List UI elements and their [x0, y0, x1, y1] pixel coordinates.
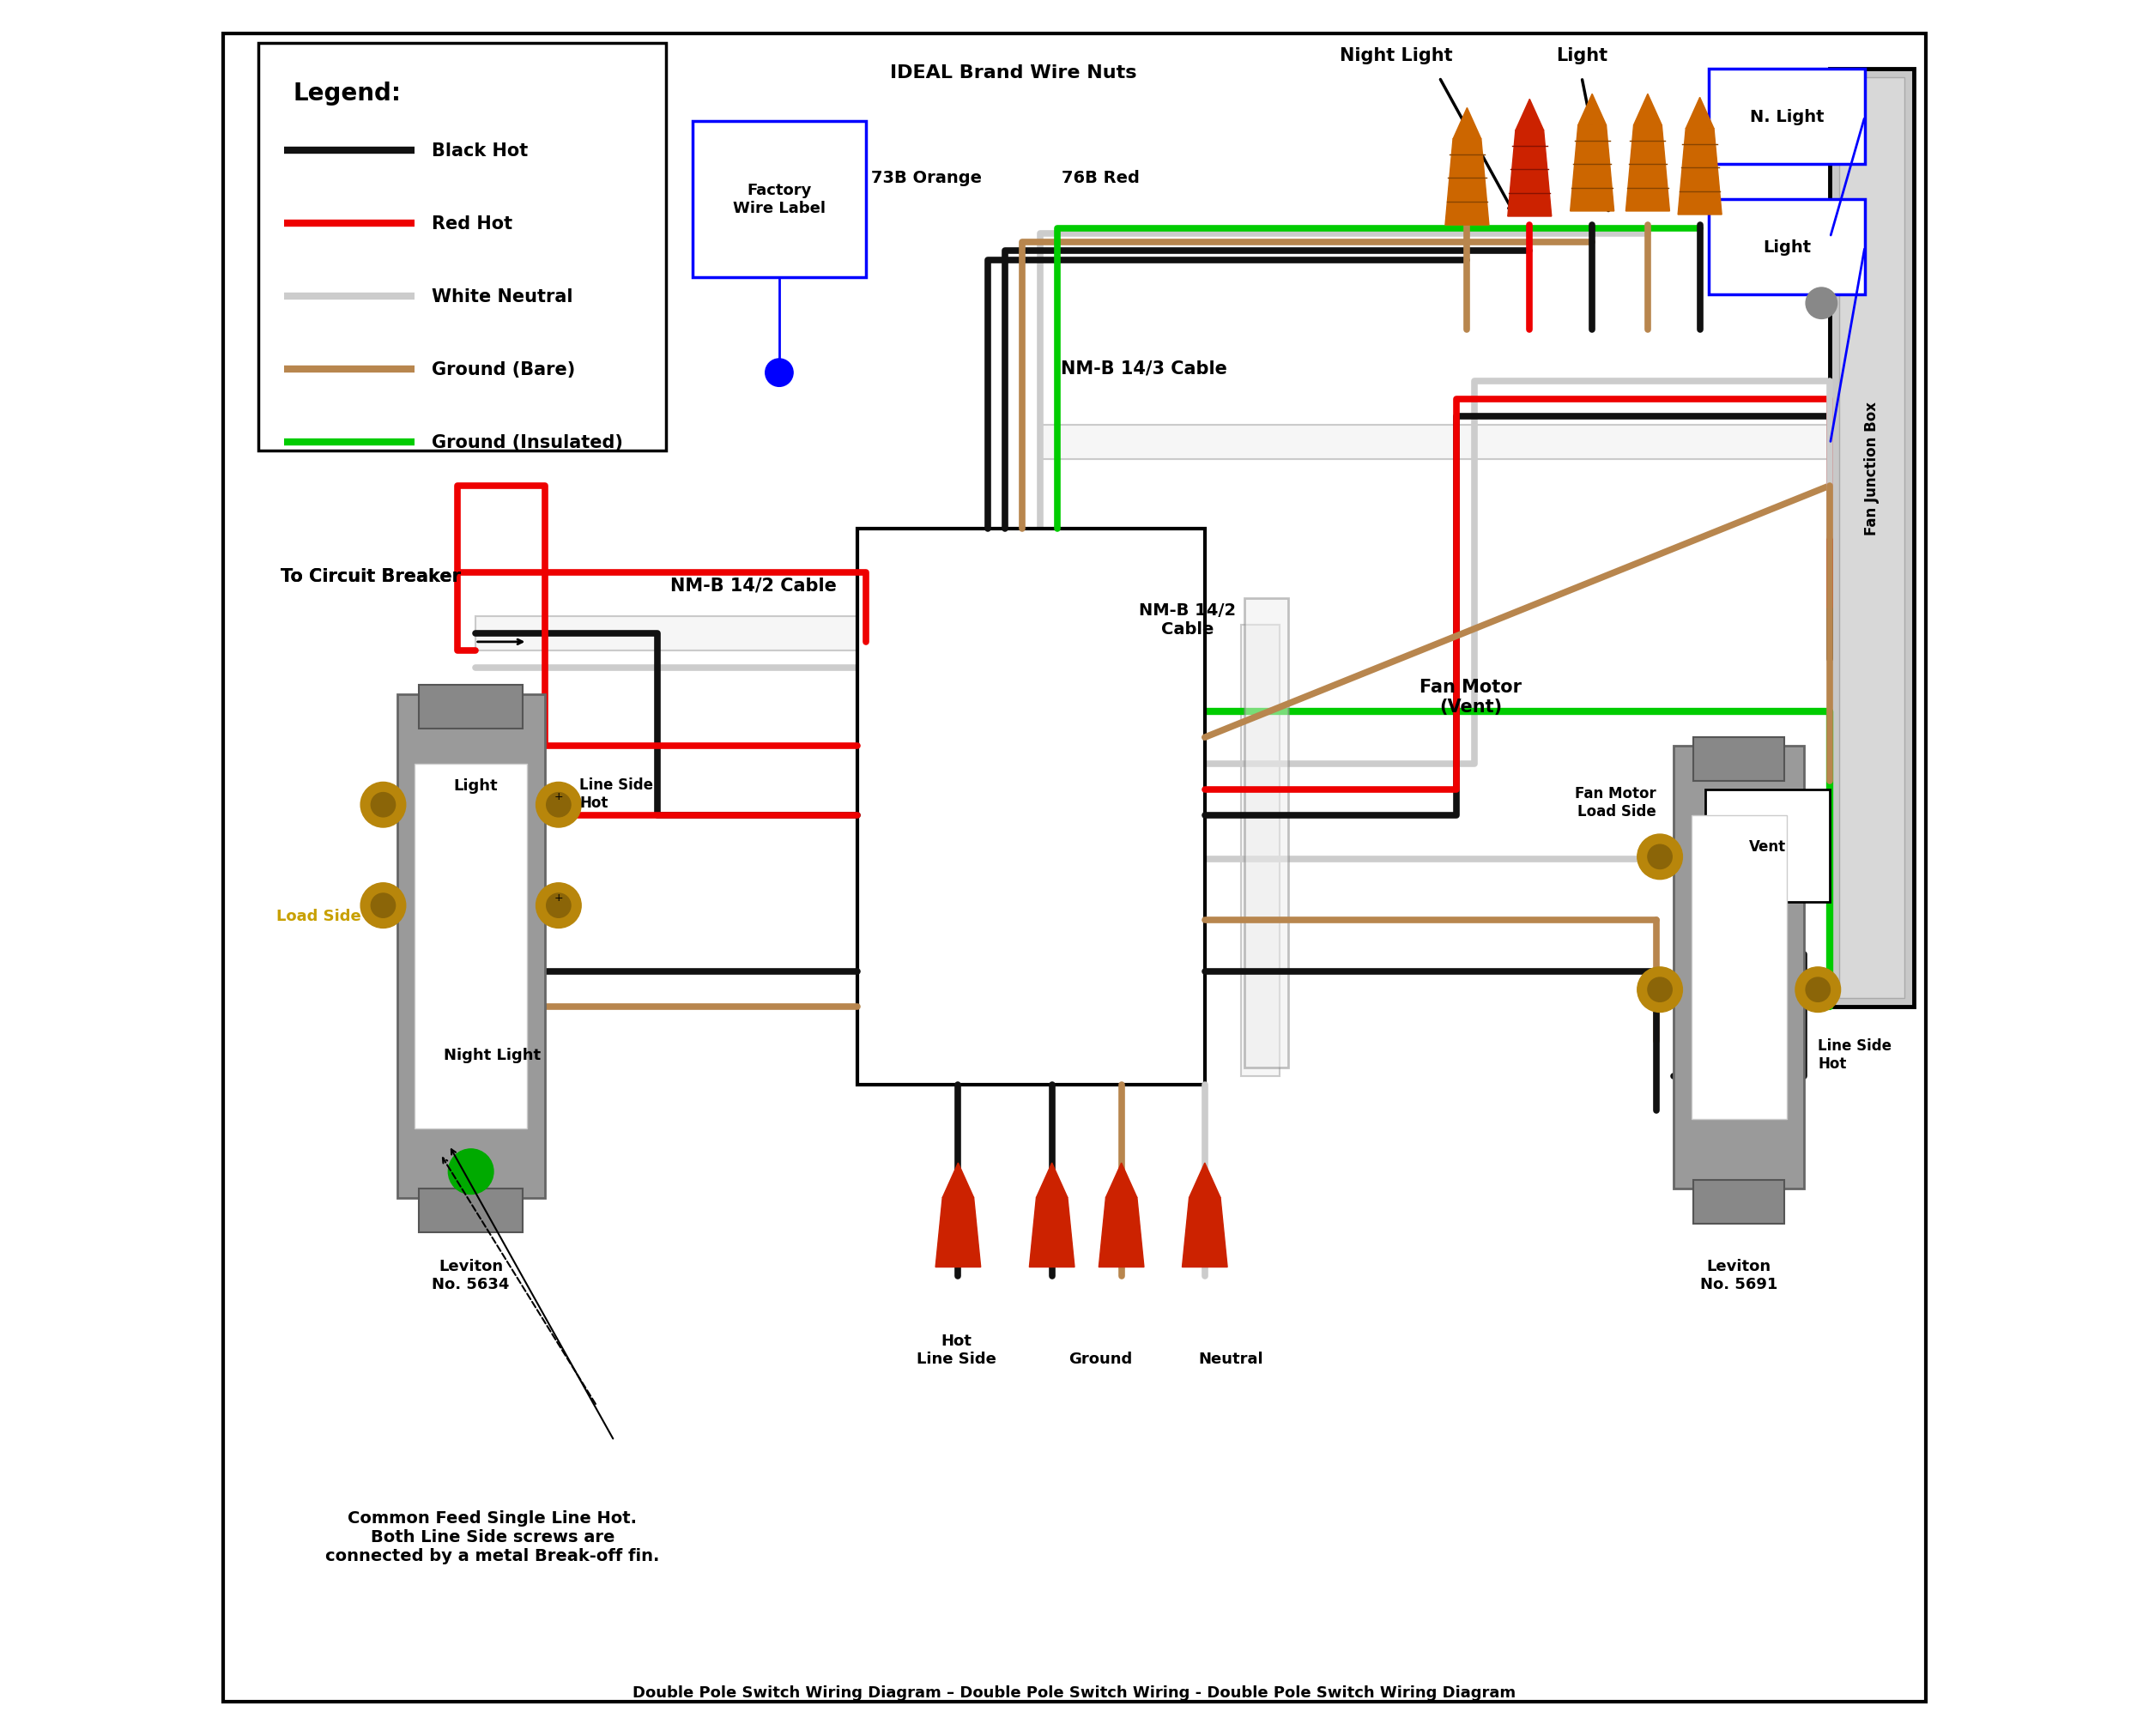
Circle shape — [535, 783, 580, 828]
Circle shape — [1638, 967, 1683, 1012]
Polygon shape — [1107, 1163, 1137, 1198]
Bar — [475, 616, 866, 651]
Text: Night Light: Night Light — [445, 1047, 542, 1062]
Text: To Circuit Breaker: To Circuit Breaker — [282, 568, 462, 585]
Text: IDEAL Brand Wire Nuts: IDEAL Brand Wire Nuts — [890, 64, 1137, 82]
Bar — [1704, 790, 1831, 903]
Bar — [1708, 200, 1865, 295]
Text: Hot
Line Side: Hot Line Side — [915, 1333, 997, 1366]
Text: 76B Red: 76B Red — [1062, 170, 1139, 186]
Text: Light: Light — [1556, 47, 1607, 64]
Circle shape — [1638, 835, 1683, 880]
Polygon shape — [1509, 132, 1552, 217]
Polygon shape — [1685, 99, 1715, 130]
Bar — [1691, 816, 1786, 1120]
Circle shape — [361, 884, 406, 929]
Text: Line Side
Hot: Line Side Hot — [1818, 1038, 1891, 1071]
Text: Line Side
Hot: Line Side Hot — [580, 778, 653, 811]
Text: NM-B 14/2 Cable: NM-B 14/2 Cable — [670, 576, 836, 594]
Text: Night Light: Night Light — [1339, 47, 1453, 64]
Bar — [1840, 78, 1904, 998]
Text: Common Feed Single Line Hot.
Both Line Side screws are
connected by a metal Brea: Common Feed Single Line Hot. Both Line S… — [324, 1509, 660, 1564]
Polygon shape — [1633, 95, 1661, 127]
Text: +: + — [554, 792, 563, 802]
Circle shape — [1648, 977, 1672, 1002]
Text: Light: Light — [453, 778, 496, 793]
Bar — [1831, 69, 1913, 1007]
Bar — [398, 694, 544, 1198]
Text: Light: Light — [1762, 240, 1812, 255]
Bar — [1693, 738, 1784, 781]
Text: To Circuit Breaker: To Circuit Breaker — [282, 568, 462, 585]
Polygon shape — [935, 1198, 980, 1267]
Text: Legend:: Legend: — [292, 82, 402, 106]
Polygon shape — [1515, 99, 1543, 132]
Circle shape — [1805, 977, 1831, 1002]
Text: 73B Orange: 73B Orange — [872, 170, 982, 186]
Circle shape — [546, 793, 572, 818]
Text: Load Side: Load Side — [277, 908, 361, 924]
Polygon shape — [1453, 109, 1481, 141]
Bar — [419, 686, 522, 729]
Bar — [1244, 599, 1287, 1068]
Circle shape — [1648, 845, 1672, 870]
Circle shape — [1794, 967, 1840, 1012]
Text: Leviton
No. 5691: Leviton No. 5691 — [1700, 1259, 1777, 1292]
Text: Ground (Bare): Ground (Bare) — [432, 361, 576, 378]
Bar — [1040, 425, 1831, 460]
Polygon shape — [1182, 1198, 1227, 1267]
Bar — [258, 43, 666, 451]
Text: Vent: Vent — [1749, 838, 1786, 854]
Circle shape — [361, 783, 406, 828]
Bar — [857, 529, 1206, 1085]
Bar — [1708, 69, 1865, 165]
Bar — [419, 1189, 522, 1233]
Text: NM-B 14/3 Cable: NM-B 14/3 Cable — [1062, 359, 1227, 377]
Polygon shape — [1678, 130, 1721, 215]
Text: N. Light: N. Light — [1749, 109, 1825, 125]
Bar — [1693, 1180, 1784, 1224]
Polygon shape — [1098, 1198, 1143, 1267]
Circle shape — [372, 894, 395, 918]
Text: +: + — [554, 892, 563, 903]
Circle shape — [546, 894, 572, 918]
Circle shape — [535, 884, 580, 929]
Polygon shape — [1029, 1198, 1074, 1267]
Text: Double Pole Switch Wiring Diagram – Double Pole Switch Wiring - Double Pole Swit: Double Pole Switch Wiring Diagram – Doub… — [634, 1686, 1515, 1700]
Polygon shape — [1627, 127, 1670, 212]
Polygon shape — [1036, 1163, 1068, 1198]
Text: Leviton
No. 5634: Leviton No. 5634 — [432, 1259, 509, 1292]
Text: Red Hot: Red Hot — [432, 215, 514, 233]
Text: Ground: Ground — [1068, 1351, 1133, 1366]
Text: Ground (Insulated): Ground (Insulated) — [432, 434, 623, 451]
Circle shape — [1805, 288, 1837, 319]
Polygon shape — [1577, 95, 1605, 127]
Polygon shape — [943, 1163, 973, 1198]
Circle shape — [765, 359, 793, 387]
Text: Fan Junction Box: Fan Junction Box — [1863, 401, 1880, 536]
Text: Factory
Wire Label: Factory Wire Label — [733, 182, 825, 217]
Bar — [692, 122, 866, 278]
Bar — [1242, 625, 1279, 1076]
Polygon shape — [1444, 141, 1489, 226]
Text: Fan Motor
Load Side: Fan Motor Load Side — [1575, 786, 1657, 819]
Circle shape — [449, 1149, 494, 1194]
Polygon shape — [1188, 1163, 1221, 1198]
Text: Neutral: Neutral — [1199, 1351, 1264, 1366]
Text: NM-B 14/2
Cable: NM-B 14/2 Cable — [1139, 602, 1236, 637]
Bar — [1674, 746, 1803, 1189]
Circle shape — [372, 793, 395, 818]
Text: Fan Motor
(Vent): Fan Motor (Vent) — [1420, 679, 1521, 715]
Text: White Neutral: White Neutral — [432, 288, 574, 306]
Bar — [415, 764, 527, 1128]
Text: Black Hot: Black Hot — [432, 142, 529, 160]
Polygon shape — [1571, 127, 1614, 212]
